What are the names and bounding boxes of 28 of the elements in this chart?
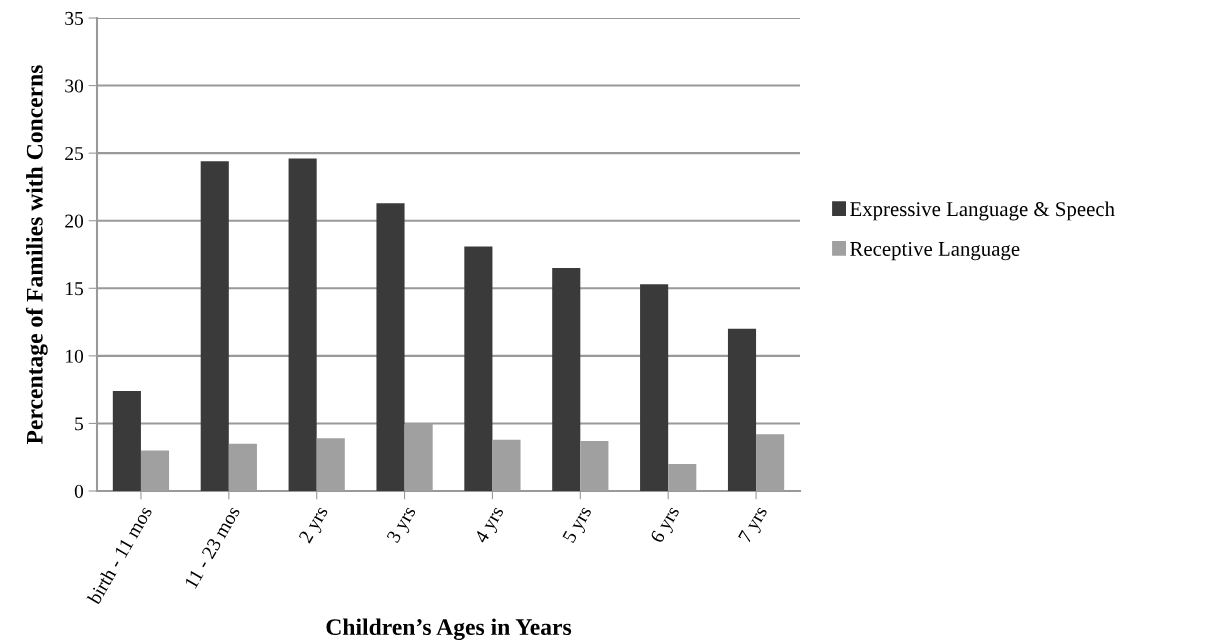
y-tick-label: 30: [65, 79, 84, 93]
legend-label: Expressive Language & Speech: [850, 201, 1115, 221]
x-tick-label: 4 yrs: [474, 505, 508, 546]
x-tick-label: 3 yrs: [386, 505, 420, 546]
bar: [552, 268, 581, 491]
legend-label: Receptive Language: [850, 241, 1020, 261]
x-tick-label: 6 yrs: [649, 505, 684, 546]
bar: [727, 328, 757, 491]
x-axis-title: Children’s Ages in Years: [326, 618, 572, 641]
bar: [464, 246, 493, 491]
bar: [376, 203, 405, 491]
x-tick-label: 11 - 23 mos: [184, 505, 241, 589]
x-tick-label: 2 yrs: [298, 505, 332, 546]
y-tick-label: 35: [65, 11, 84, 25]
x-tick-label: 7 yrs: [738, 505, 771, 546]
y-tick-label: 10: [66, 349, 84, 363]
bar: [112, 390, 141, 491]
y-tick-label: 5: [75, 417, 84, 431]
y-tick-label: 20: [65, 214, 84, 228]
bar: [200, 161, 229, 491]
bar: [640, 284, 669, 491]
y-tick-label: 0: [74, 484, 84, 498]
y-tick-label: 25: [65, 147, 84, 161]
bar: [288, 158, 317, 491]
x-tick-label: 5 yrs: [562, 505, 596, 546]
x-tick-label: birth - 11 mos: [86, 504, 153, 606]
y-axis-title: Percentage of Families with Concerns: [25, 65, 48, 445]
y-tick-label: 15: [66, 282, 84, 296]
